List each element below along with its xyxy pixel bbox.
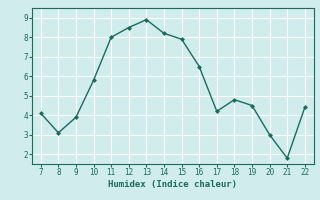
X-axis label: Humidex (Indice chaleur): Humidex (Indice chaleur)	[108, 180, 237, 189]
